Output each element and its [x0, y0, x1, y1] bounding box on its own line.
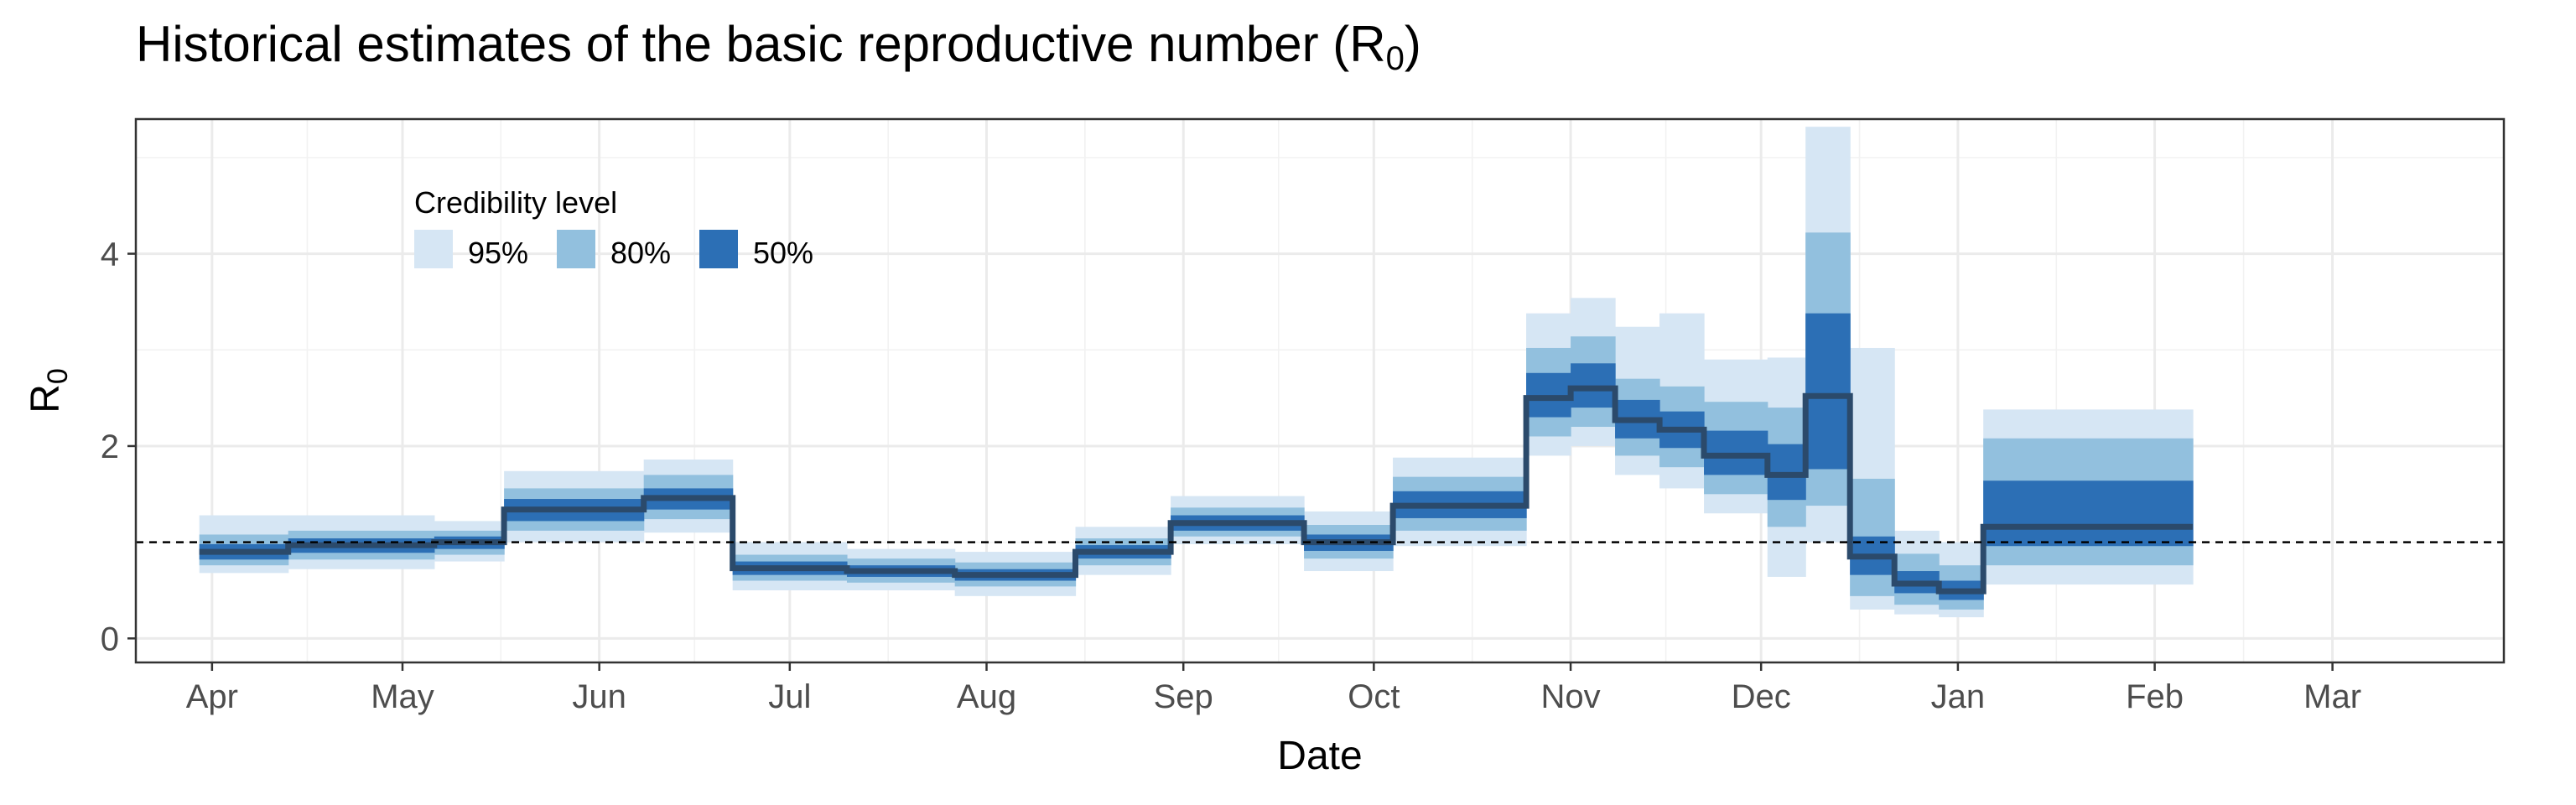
legend-key-95	[414, 230, 453, 268]
x-tick-label: Mar	[2303, 678, 2361, 715]
x-tick-label: Apr	[186, 678, 238, 715]
x-tick-label: Feb	[2126, 678, 2184, 715]
ci50-segment	[1805, 313, 1851, 470]
x-tick-label: Jun	[572, 678, 626, 715]
x-tick-label: Nov	[1540, 678, 1600, 715]
legend-key-80	[557, 230, 595, 268]
ci50-segment	[1983, 480, 2194, 547]
legend-label-80: 80%	[610, 236, 671, 270]
median-line	[199, 385, 2193, 595]
y-ticks: 0 2 4	[101, 236, 136, 657]
legend-title: Credibility level	[414, 185, 617, 220]
x-ticks: Apr May Jun Jul Aug Sep Oct Nov Dec Jan Feb Mar	[186, 662, 2361, 715]
plot-border	[134, 117, 2506, 664]
x-tick-label: Sep	[1154, 678, 1213, 715]
x-tick-label: Dec	[1732, 678, 1791, 715]
x-tick-label: Jan	[1931, 678, 1986, 715]
legend-label-50: 50%	[753, 236, 813, 270]
x-tick-label: Aug	[957, 678, 1016, 715]
x-tick-label: Jul	[768, 678, 811, 715]
legend-label-95: 95%	[468, 236, 528, 270]
y-tick-label: 2	[101, 428, 119, 465]
legend-key-50	[699, 230, 738, 268]
x-tick-label: May	[371, 678, 434, 715]
y-tick-label: 4	[101, 236, 119, 273]
x-tick-label: Oct	[1348, 678, 1400, 715]
y-axis-title: R0	[23, 368, 74, 413]
legend: Credibility level 95% 80% 50%	[414, 185, 813, 270]
x-axis-title: Date	[1277, 734, 1362, 778]
chart-title: Historical estimates of the basic reprod…	[136, 16, 1421, 77]
y-tick-label: 0	[101, 621, 119, 657]
